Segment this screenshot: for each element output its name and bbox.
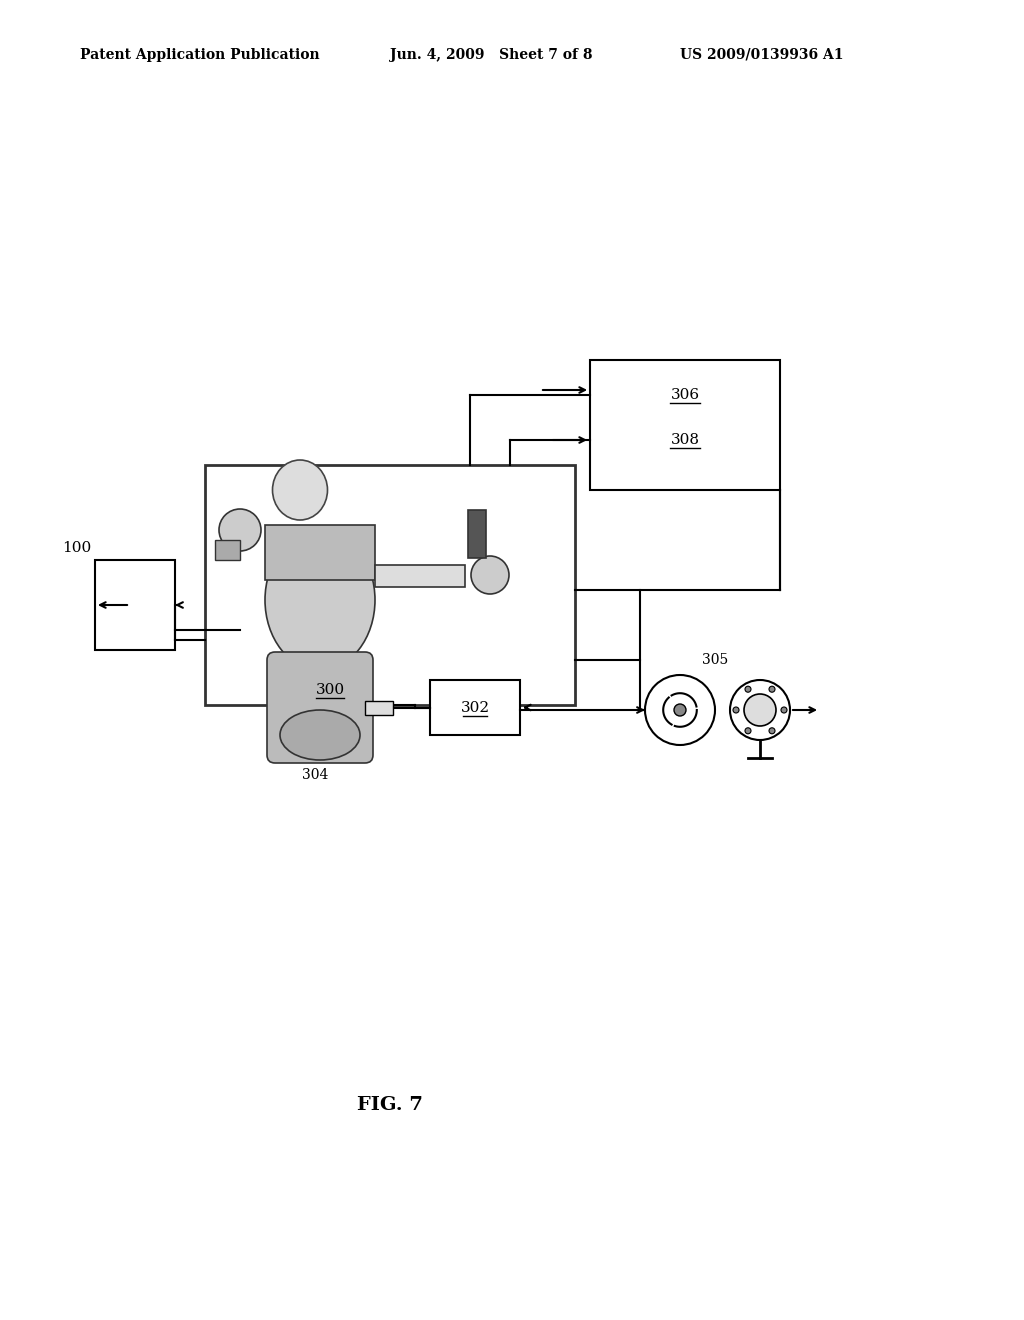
Circle shape xyxy=(769,686,775,692)
Text: 300: 300 xyxy=(315,682,344,697)
Circle shape xyxy=(674,704,686,715)
Circle shape xyxy=(745,686,751,692)
Text: Jun. 4, 2009   Sheet 7 of 8: Jun. 4, 2009 Sheet 7 of 8 xyxy=(390,48,593,62)
Text: Patent Application Publication: Patent Application Publication xyxy=(80,48,319,62)
Text: 302: 302 xyxy=(461,701,489,714)
Ellipse shape xyxy=(219,510,261,550)
Bar xyxy=(365,701,393,714)
Circle shape xyxy=(781,708,787,713)
Text: FIG. 7: FIG. 7 xyxy=(357,1096,423,1114)
Bar xyxy=(430,680,520,735)
Circle shape xyxy=(769,727,775,734)
Circle shape xyxy=(730,680,790,741)
Text: 305: 305 xyxy=(701,653,728,667)
Text: 100: 100 xyxy=(62,541,91,554)
Text: US 2009/0139936 A1: US 2009/0139936 A1 xyxy=(680,48,844,62)
Circle shape xyxy=(733,708,739,713)
Ellipse shape xyxy=(272,459,328,520)
Bar xyxy=(590,360,780,490)
Ellipse shape xyxy=(471,556,509,594)
Bar xyxy=(215,540,240,560)
Ellipse shape xyxy=(280,710,360,760)
Bar xyxy=(95,560,175,649)
Ellipse shape xyxy=(265,531,375,671)
Text: 304: 304 xyxy=(302,768,328,781)
Circle shape xyxy=(745,727,751,734)
Bar xyxy=(205,465,575,705)
Circle shape xyxy=(645,675,715,744)
Bar xyxy=(468,510,486,558)
Bar xyxy=(265,525,375,579)
Circle shape xyxy=(744,694,776,726)
FancyBboxPatch shape xyxy=(267,652,373,763)
Text: 308: 308 xyxy=(671,433,699,447)
Text: 306: 306 xyxy=(671,388,699,403)
Bar xyxy=(375,565,465,587)
